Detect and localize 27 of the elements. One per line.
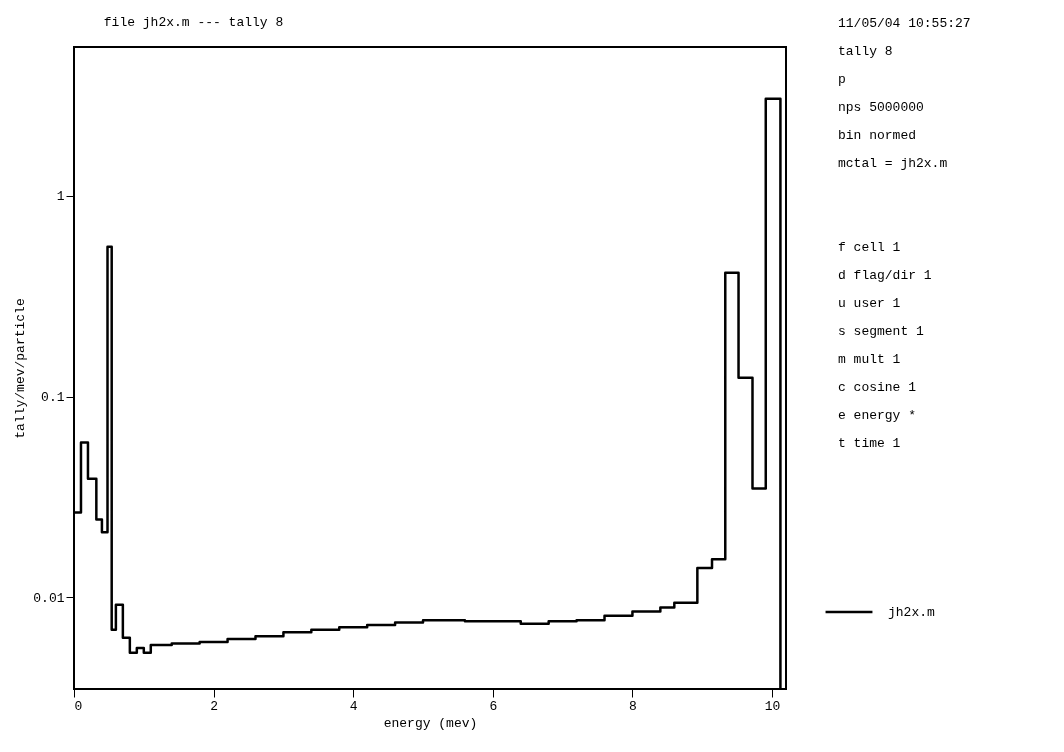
- text: nps 5000000: [838, 99, 925, 117]
- text: mctal = jh2x.m: [838, 155, 949, 173]
- x-tick-label: 6: [489, 698, 498, 714]
- x-tick-label: 2: [210, 698, 219, 714]
- y-tick-label: 0.1: [41, 390, 65, 406]
- text: m mult 1: [838, 351, 902, 369]
- text: t time 1: [838, 435, 902, 453]
- x-tick-label: 10: [764, 698, 781, 714]
- text: c cosine 1: [838, 379, 917, 397]
- y-tick-label: 0.01: [33, 590, 65, 606]
- text: 11/05/04 10:55:27: [838, 15, 971, 33]
- y-tick-label: 1: [56, 189, 65, 205]
- text: tally 8: [838, 43, 894, 61]
- x-tick-label: 8: [629, 698, 637, 714]
- x-axis-title: energy (mev): [383, 715, 478, 731]
- text: f cell 1: [838, 239, 902, 257]
- text: p: [838, 71, 847, 89]
- text: d flag/dir 1: [838, 267, 933, 285]
- text: u user 1: [838, 295, 902, 313]
- text: bin normed: [838, 127, 917, 145]
- chart-title: file jh2x.m --- tally 8: [103, 15, 284, 30]
- x-tick-label: 4: [349, 698, 358, 714]
- legend-label: jh2x.m: [888, 605, 936, 620]
- text: e energy *: [838, 407, 917, 425]
- y-axis-title: tally/mev/particle: [13, 298, 29, 439]
- text: s segment 1: [838, 323, 925, 341]
- x-tick-label: 0: [74, 698, 83, 714]
